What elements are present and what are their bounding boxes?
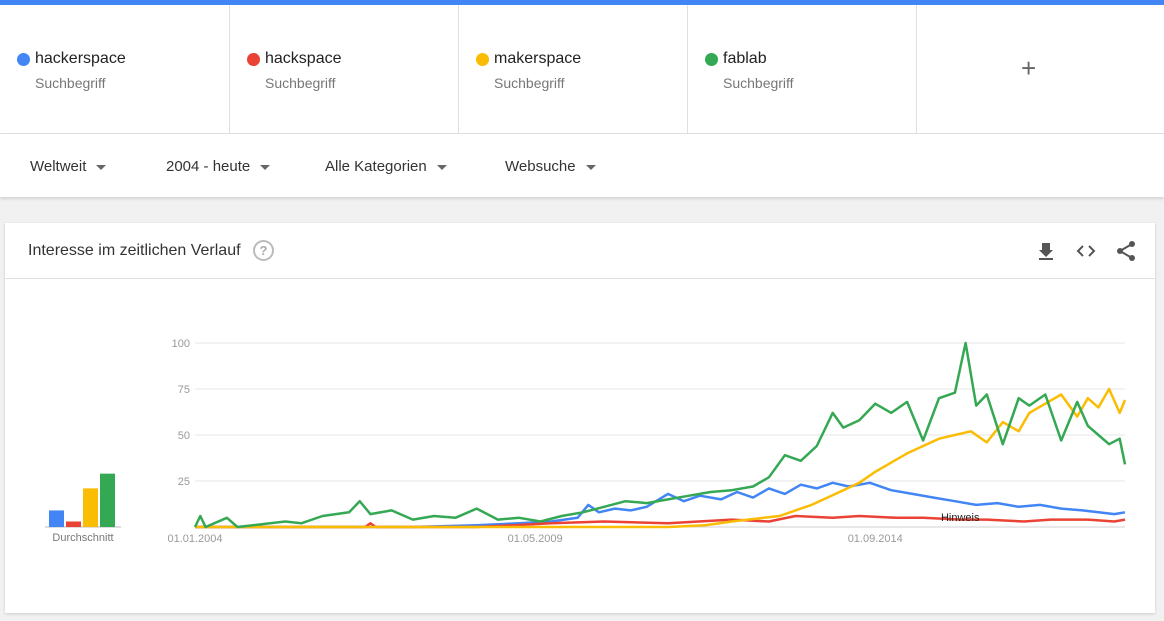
- average-bar-hackspace: [66, 521, 81, 527]
- x-tick-label: 01.01.2004: [167, 533, 222, 545]
- plus-icon: +: [1021, 53, 1037, 83]
- average-label: Durchschnitt: [52, 532, 113, 544]
- series-line-makerspace: [195, 387, 1127, 529]
- category-dropdown[interactable]: Alle Kategorien: [325, 158, 447, 175]
- term-color-dot: [247, 53, 260, 66]
- series-line-hackspace: [195, 514, 1126, 529]
- term-name: makerspace: [494, 50, 582, 67]
- region-dropdown[interactable]: Weltweit: [30, 158, 107, 175]
- term-name: fablab: [723, 50, 767, 67]
- term-type: Suchbegriff: [265, 75, 336, 91]
- help-icon[interactable]: ?: [253, 240, 274, 261]
- interest-over-time-card: Interesse im zeitlichen Verlauf ? 25 50 75…: [5, 223, 1155, 613]
- card-header: Interesse im zeitlichen Verlauf ?: [5, 223, 1155, 279]
- search-terms-bar: hackerspace Suchbegriff hackspace Suchbe…: [0, 5, 1164, 134]
- average-bar-makerspace: [83, 488, 98, 527]
- average-bar-fablab: [100, 473, 115, 527]
- y-tick-label: 25: [178, 476, 190, 488]
- average-bar-hackerspace: [49, 510, 64, 527]
- term-name: hackerspace: [35, 50, 126, 67]
- category-label: Alle Kategorien: [325, 158, 427, 175]
- search-type-dropdown[interactable]: Websuche: [505, 158, 596, 175]
- chevron-down-icon: [96, 164, 107, 170]
- x-tick-label: 01.09.2014: [848, 533, 903, 545]
- y-tick-label: 75: [178, 384, 190, 396]
- top-accent-bar: [0, 0, 1164, 5]
- term-card-hackerspace[interactable]: hackerspace Suchbegriff: [0, 5, 229, 133]
- download-icon[interactable]: [1034, 239, 1058, 263]
- y-tick-label: 50: [178, 430, 190, 442]
- annotation-label: Hinweis: [941, 512, 980, 524]
- chevron-down-icon: [436, 164, 447, 170]
- series-line-hackerspace: [195, 481, 1126, 529]
- time-range-dropdown[interactable]: 2004 - heute: [166, 158, 271, 175]
- term-type: Suchbegriff: [494, 75, 565, 91]
- term-type: Suchbegriff: [723, 75, 794, 91]
- chevron-down-icon: [260, 164, 271, 170]
- time-range-label: 2004 - heute: [166, 158, 251, 175]
- x-tick-label: 01.05.2009: [508, 533, 563, 545]
- term-type: Suchbegriff: [35, 75, 106, 91]
- term-card-makerspace[interactable]: makerspace Suchbegriff: [458, 5, 687, 133]
- filter-bar: Weltweit 2004 - heute Alle Kategorien We…: [0, 134, 1164, 197]
- term-color-dot: [705, 53, 718, 66]
- embed-code-icon[interactable]: [1074, 239, 1098, 263]
- chevron-down-icon: [585, 164, 596, 170]
- term-color-dot: [17, 53, 30, 66]
- series-line-fablab: [193, 341, 1127, 529]
- card-title: Interesse im zeitlichen Verlauf: [28, 242, 241, 259]
- term-card-fablab[interactable]: fablab Suchbegriff: [687, 5, 916, 133]
- interest-line-chart: 25 50 75 100 01.01.2004 01.05.2009 01.09.2014 H…: [45, 338, 1127, 545]
- region-label: Weltweit: [30, 158, 87, 175]
- term-card-hackspace[interactable]: hackspace Suchbegriff: [229, 5, 458, 133]
- search-type-label: Websuche: [505, 158, 576, 175]
- y-tick-label: 100: [172, 338, 190, 350]
- term-color-dot: [476, 53, 489, 66]
- share-icon[interactable]: [1114, 239, 1138, 263]
- term-name: hackspace: [265, 50, 342, 67]
- add-term-button[interactable]: +: [916, 5, 1164, 133]
